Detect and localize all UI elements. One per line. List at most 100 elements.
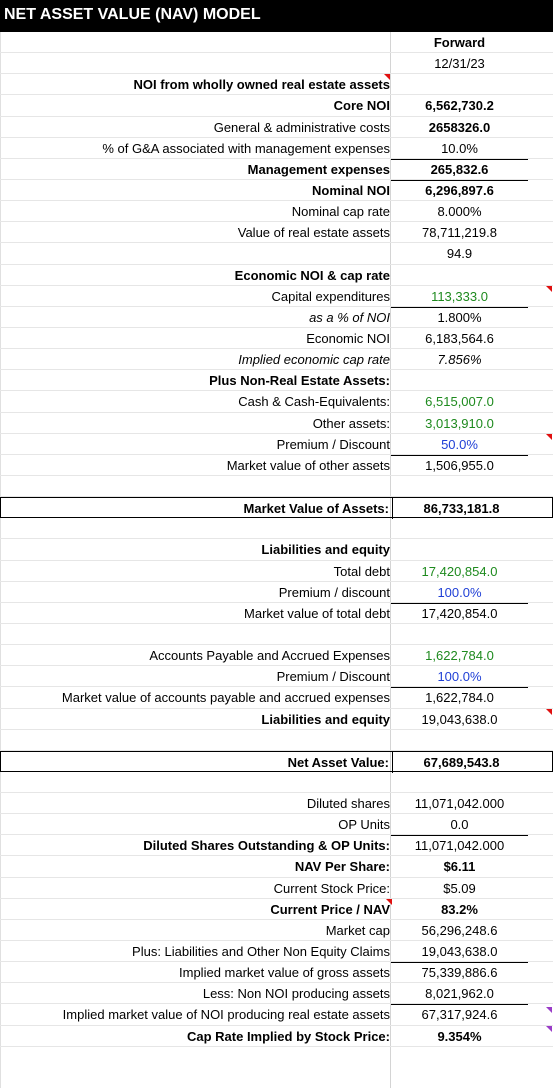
row-label[interactable]: Nominal cap rate: [291, 204, 390, 220]
row-value[interactable]: 83.2%: [441, 901, 478, 917]
table-row: [0, 476, 553, 498]
row-label[interactable]: Plus Non-Real Estate Assets:: [209, 373, 390, 389]
row-label[interactable]: Market Value of Assets:: [243, 501, 389, 517]
row-value[interactable]: 78,711,219.8: [422, 225, 497, 241]
row-value[interactable]: 86,733,181.8: [392, 498, 530, 520]
row-value[interactable]: 11,071,042.000: [414, 796, 505, 812]
row-value[interactable]: 100.0%: [391, 582, 528, 604]
row-value[interactable]: 56,296,248.6: [421, 922, 498, 938]
row-label[interactable]: Cap Rate Implied by Stock Price:: [186, 1028, 390, 1044]
row-value[interactable]: $6.11: [443, 859, 476, 875]
row-value[interactable]: 1.800%: [437, 309, 482, 325]
row-label[interactable]: NAV Per Share:: [294, 859, 390, 875]
table-row: [0, 772, 553, 794]
row-label[interactable]: Current Stock Price:: [273, 880, 390, 896]
row-label[interactable]: Accounts Payable and Accrued Expenses: [149, 648, 390, 664]
row-value[interactable]: 100.0%: [391, 666, 528, 689]
table-row: 94.9: [0, 243, 553, 265]
column-header-forward: Forward: [433, 35, 486, 50]
row-value[interactable]: $5.09: [443, 880, 476, 896]
comment-indicator-icon[interactable]: [386, 898, 392, 905]
row-label[interactable]: Total debt: [333, 563, 390, 579]
row-label[interactable]: Nominal NOI: [311, 182, 390, 198]
row-label[interactable]: Market value of accounts payable and acc…: [61, 690, 390, 706]
row-value[interactable]: 8,021,962.0: [391, 983, 528, 1006]
row-label[interactable]: Cash & Cash-Equivalents:: [238, 394, 390, 410]
row-label[interactable]: NOI from wholly owned real estate assets: [133, 77, 390, 93]
row-label[interactable]: Economic NOI & cap rate: [234, 267, 390, 283]
row-label[interactable]: Management expenses: [247, 161, 390, 177]
row-label[interactable]: Diluted Shares Outstanding & OP Units:: [143, 838, 390, 854]
comment-indicator-icon[interactable]: [546, 708, 552, 715]
row-label[interactable]: Current Price / NAV: [270, 901, 390, 917]
row-value[interactable]: 1,622,784.0: [425, 648, 494, 664]
row-value[interactable]: 67,689,543.8: [392, 751, 530, 773]
row-value[interactable]: 9.354%: [437, 1028, 482, 1044]
row-label[interactable]: Market value of other assets: [226, 457, 390, 473]
comment-indicator-icon[interactable]: [384, 74, 390, 81]
table-row: [0, 518, 553, 540]
table-row: Premium / Discount 100.0%: [0, 666, 553, 689]
row-value[interactable]: 94.9: [446, 246, 473, 262]
comment-indicator-icon[interactable]: [546, 433, 552, 440]
row-value[interactable]: 6,562,730.2: [425, 98, 494, 114]
row-value[interactable]: 0.0: [391, 814, 528, 837]
row-value[interactable]: 6,515,007.0: [425, 394, 494, 410]
row-label[interactable]: OP Units: [338, 817, 390, 833]
row-value[interactable]: 3,013,910.0: [425, 415, 494, 431]
row-label[interactable]: Implied market value of gross assets: [179, 965, 390, 981]
row-label[interactable]: % of G&A associated with management expe…: [102, 140, 390, 156]
table-row: Implied economic cap rate 7.856%: [0, 349, 553, 371]
table-row: Market value of other assets 1,506,955.0: [0, 455, 553, 476]
comment-indicator-icon[interactable]: [546, 1025, 552, 1032]
row-value[interactable]: 19,043,638.0: [391, 941, 528, 964]
table-row: Current Price / NAV 83.2%: [0, 898, 553, 920]
row-label[interactable]: Net Asset Value:: [287, 754, 389, 770]
table-row: Forward: [0, 32, 553, 54]
row-value[interactable]: 19,043,638.0: [421, 711, 498, 727]
row-value[interactable]: 1,506,955.0: [425, 457, 494, 473]
table-row: Net Asset Value: 67,689,543.8: [0, 750, 553, 773]
row-value[interactable]: 2658326.0: [428, 119, 491, 135]
row-label[interactable]: Market value of total debt: [244, 605, 390, 621]
row-label[interactable]: Value of real estate assets: [237, 225, 390, 241]
row-value[interactable]: 113,333.0: [391, 286, 528, 308]
row-label[interactable]: Capital expenditures: [271, 288, 390, 304]
row-label[interactable]: Core NOI: [333, 98, 390, 114]
row-value[interactable]: 17,420,854.0: [421, 605, 498, 621]
row-label[interactable]: Premium / discount: [278, 584, 390, 600]
row-label[interactable]: Less: Non NOI producing assets: [202, 986, 390, 1002]
row-label[interactable]: Economic NOI: [306, 330, 390, 346]
row-label[interactable]: Diluted shares: [306, 796, 390, 812]
row-label[interactable]: Premium / Discount: [276, 669, 390, 685]
comment-indicator-icon[interactable]: [546, 1007, 552, 1014]
comment-indicator-icon[interactable]: [546, 285, 552, 292]
row-label[interactable]: Other assets:: [312, 415, 390, 431]
row-value[interactable]: 50.0%: [391, 434, 528, 456]
row-label[interactable]: Implied economic cap rate: [238, 352, 390, 368]
row-label[interactable]: Implied market value of NOI producing re…: [62, 1007, 390, 1023]
row-value[interactable]: 1,622,784.0: [425, 690, 494, 706]
table-row: Market Value of Assets: 86,733,181.8: [0, 497, 553, 520]
row-value[interactable]: 6,296,897.6: [425, 182, 494, 198]
row-value[interactable]: 8.000%: [437, 204, 482, 220]
row-label[interactable]: Plus: Liabilities and Other Non Equity C…: [132, 944, 390, 960]
row-value[interactable]: 6,183,564.6: [425, 330, 494, 346]
row-value[interactable]: 10.0%: [391, 138, 528, 160]
row-label[interactable]: as a % of NOI: [309, 309, 390, 325]
row-value[interactable]: 11,071,042.000: [414, 838, 505, 854]
table-row: NAV Per Share: $6.11: [0, 856, 553, 878]
row-label[interactable]: Liabilities and equity: [261, 542, 390, 558]
table-row: Market value of accounts payable and acc…: [0, 687, 553, 709]
row-label[interactable]: Liabilities and equity: [261, 711, 390, 727]
table-row: Liabilities and equity: [0, 539, 553, 561]
table-row: Capital expenditures 113,333.0: [0, 285, 553, 308]
row-value[interactable]: 67,317,924.6: [421, 1007, 498, 1023]
row-label[interactable]: Market cap: [325, 922, 390, 938]
row-label[interactable]: General & administrative costs: [213, 119, 390, 135]
row-value[interactable]: 17,420,854.0: [421, 563, 498, 579]
row-value[interactable]: 75,339,886.6: [421, 965, 498, 981]
row-value[interactable]: 265,832.6: [391, 159, 528, 181]
row-value[interactable]: 7.856%: [437, 352, 482, 368]
row-label[interactable]: Premium / Discount: [276, 436, 390, 452]
